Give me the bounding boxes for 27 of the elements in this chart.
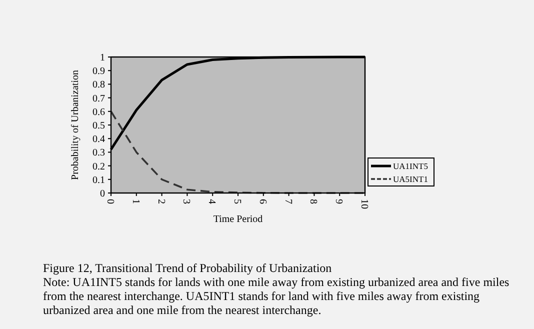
x-axis-title: Time Period (213, 214, 263, 225)
x-tick-label: 0 (104, 199, 116, 204)
x-tick-label: 5 (232, 199, 242, 204)
y-tick-label: 0.3 (92, 148, 105, 159)
x-tick-label: 8 (308, 199, 319, 204)
x-tick-label: 6 (256, 199, 268, 204)
y-tick-label: 0.7 (92, 93, 105, 104)
text: Note: UA1INT5 stands for lands with one mile away from existing urbanized area and five miles from the nearest interchange. UA5INT1 stands for land with five miles away from existing urbanized area and one mile from the nearest interchange. (43, 275, 510, 317)
x-tick-label: 4 (206, 199, 218, 204)
legend-label: UA1INT5 (393, 160, 428, 171)
x-tick-label: 10 (358, 199, 370, 209)
y-tick-label: 0.5 (92, 120, 105, 132)
y-tick-label: 0.4 (92, 134, 105, 146)
x-tick-label: 1 (130, 199, 141, 204)
y-tick-label: 1 (100, 52, 105, 64)
y-tick-label: 0.8 (92, 80, 105, 91)
y-tick-label: 0.6 (92, 106, 105, 118)
x-tick-label: 2 (155, 199, 166, 204)
y-tick-label: 0.2 (92, 161, 105, 172)
y-axis-title: Probability of Urbanization (70, 70, 81, 180)
y-tick-label: 0.1 (92, 174, 105, 186)
y-tick-label: 0.9 (92, 66, 105, 78)
legend-label: UA5INT1 (393, 174, 428, 184)
text: Figure 12, Transitional Trend of Probability of Urbanization (43, 261, 333, 275)
x-tick-label: 3 (180, 199, 192, 204)
x-tick-label: 7 (282, 199, 294, 204)
x-tick-label: 9 (333, 199, 344, 204)
